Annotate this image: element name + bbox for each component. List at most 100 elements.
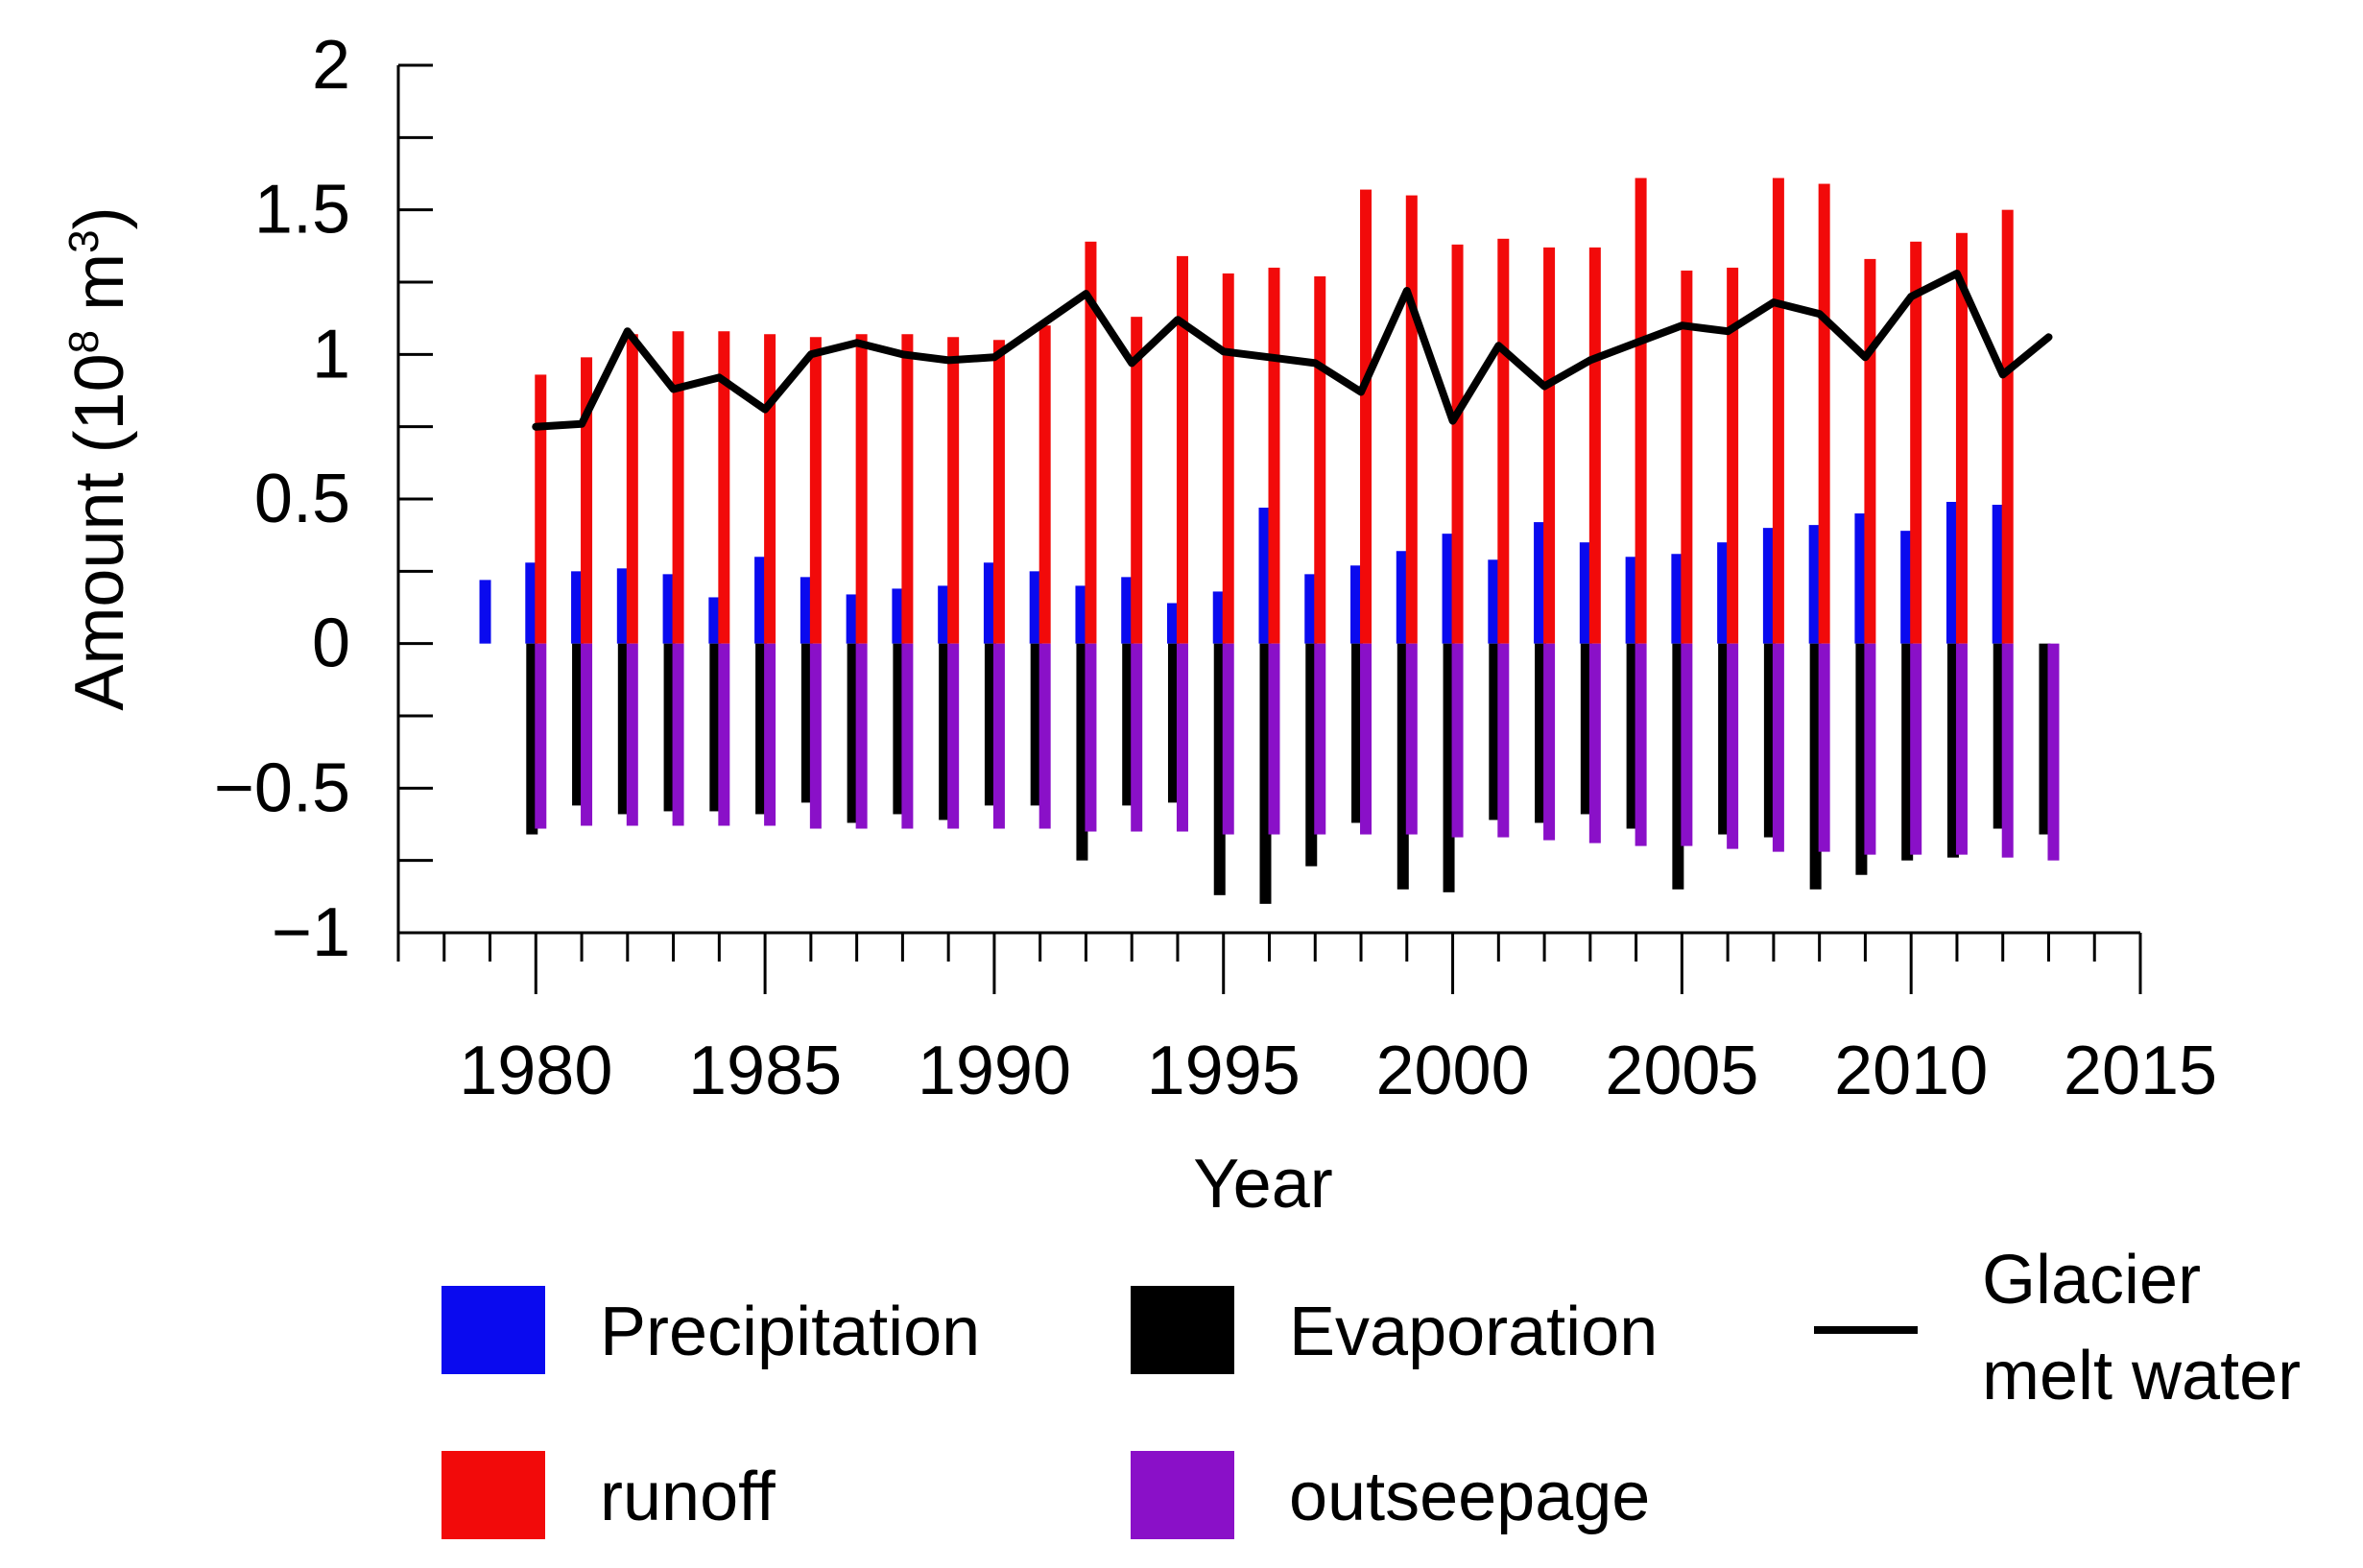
x-tick-label: 2005: [1605, 1033, 1758, 1109]
bar-precipitation: [1396, 551, 1408, 644]
y-tick-label: 1: [312, 316, 350, 392]
bar-outseepage: [764, 643, 776, 826]
bar-outseepage: [626, 643, 638, 826]
bar-runoff: [1681, 270, 1693, 644]
bar-outseepage: [1131, 643, 1143, 832]
y-axis-title-suffix: ): [61, 206, 138, 229]
bar-precipitation: [1534, 522, 1546, 644]
x-tick-label: 1990: [918, 1033, 1071, 1109]
x-tick-label: 2000: [1375, 1033, 1529, 1109]
bar-outseepage: [581, 643, 593, 826]
bar-outseepage: [809, 643, 822, 829]
bar-runoff: [947, 337, 960, 644]
bar-outseepage: [1772, 643, 1784, 852]
bar-precipitation: [1121, 577, 1134, 644]
bar-precipitation: [1350, 565, 1363, 644]
bar-outseepage: [1451, 643, 1464, 838]
bar-runoff: [1543, 247, 1556, 644]
bar-precipitation: [983, 562, 995, 644]
y-tick-label: 0: [312, 606, 350, 682]
legend: Precipitation Evaporation Glacier melt w…: [442, 1242, 2301, 1539]
bar-precipitation: [1854, 513, 1867, 644]
bar-runoff: [1864, 258, 1876, 644]
legend-label-glacier-line2: melt water: [1982, 1338, 2301, 1414]
bar-runoff: [1910, 241, 1922, 644]
bar-precipitation: [1075, 585, 1087, 644]
bar-precipitation: [708, 597, 721, 644]
bar-precipitation: [1762, 528, 1775, 644]
bar-outseepage: [1176, 643, 1188, 832]
bar-precipitation: [754, 557, 767, 644]
bar-precipitation: [525, 562, 537, 644]
bar-precipitation: [1166, 603, 1179, 644]
legend-label-outseepage: outseepage: [1289, 1459, 1650, 1535]
bar-runoff: [2001, 209, 2014, 644]
bar-precipitation: [1717, 542, 1730, 644]
bar-outseepage: [1497, 643, 1510, 838]
legend-swatch-evaporation: [1131, 1286, 1234, 1374]
bar-outseepage: [2047, 643, 2060, 861]
bar-outseepage: [1085, 643, 1097, 832]
bar-precipitation: [800, 577, 812, 644]
bar-outseepage: [855, 643, 868, 829]
line-glacier-melt-water: [532, 270, 2053, 431]
bar-precipitation: [1258, 508, 1271, 644]
bar-precipitation: [1442, 534, 1454, 644]
legend-swatch-precipitation: [442, 1286, 545, 1374]
bar-outseepage: [1360, 643, 1372, 835]
y-tick-label: 0.5: [254, 461, 350, 537]
bar-outseepage: [1955, 643, 1968, 855]
bar-precipitation: [1579, 542, 1591, 644]
y-tick-label: −1: [272, 894, 350, 971]
bar-runoff: [855, 334, 868, 644]
bar-runoff: [535, 374, 547, 644]
bar-outseepage: [1727, 643, 1739, 849]
bar-outseepage: [672, 643, 684, 826]
bar-runoff: [809, 337, 822, 644]
bar-precipitation: [1625, 557, 1637, 644]
bar-outseepage: [535, 643, 547, 829]
bar-runoff: [672, 331, 684, 644]
y-axis-title: Amount (108 m3): [60, 206, 138, 710]
bar-outseepage: [1314, 643, 1326, 835]
bar-outseepage: [1405, 643, 1418, 835]
bar-runoff: [1222, 273, 1234, 644]
bar-precipitation: [1992, 505, 2004, 644]
bar-outseepage: [1818, 643, 1830, 852]
bar-outseepage: [1910, 643, 1922, 855]
bar-outseepage: [1543, 643, 1556, 841]
legend-swatch-outseepage: [1131, 1451, 1234, 1539]
bar-precipitation: [479, 580, 491, 644]
x-tick-label: 2010: [1834, 1033, 1988, 1109]
bar-outseepage: [1268, 643, 1280, 835]
bar-outseepage: [1222, 643, 1234, 835]
bar-runoff: [1772, 178, 1784, 644]
bar-runoff: [718, 331, 730, 644]
bar-runoff: [1588, 247, 1601, 644]
bar-outseepage: [1681, 643, 1693, 846]
bar-runoff: [1955, 232, 1968, 644]
bar-runoff: [1268, 267, 1280, 644]
bar-precipitation: [892, 588, 904, 644]
bar-runoff: [901, 334, 914, 644]
bar-precipitation: [616, 568, 629, 644]
legend-label-runoff: runoff: [600, 1459, 776, 1535]
bar-runoff: [1176, 255, 1188, 644]
bar-runoff: [1727, 267, 1739, 644]
y-axis-title-exp2: 3: [60, 229, 107, 252]
bar-runoff: [764, 334, 776, 644]
bar-precipitation: [938, 585, 950, 644]
bar-precipitation: [846, 594, 858, 644]
bar-outseepage: [1588, 643, 1601, 843]
bar-outseepage: [2001, 643, 2014, 858]
y-tick-label: −0.5: [214, 749, 350, 826]
bar-outseepage: [1635, 643, 1647, 846]
bar-precipitation: [571, 571, 584, 644]
bar-runoff: [1497, 238, 1510, 644]
bar-precipitation: [662, 574, 675, 644]
bar-runoff: [1360, 189, 1372, 644]
y-tick-label: 1.5: [254, 172, 350, 249]
bar-runoff: [626, 334, 638, 644]
bar-precipitation: [1808, 525, 1821, 644]
